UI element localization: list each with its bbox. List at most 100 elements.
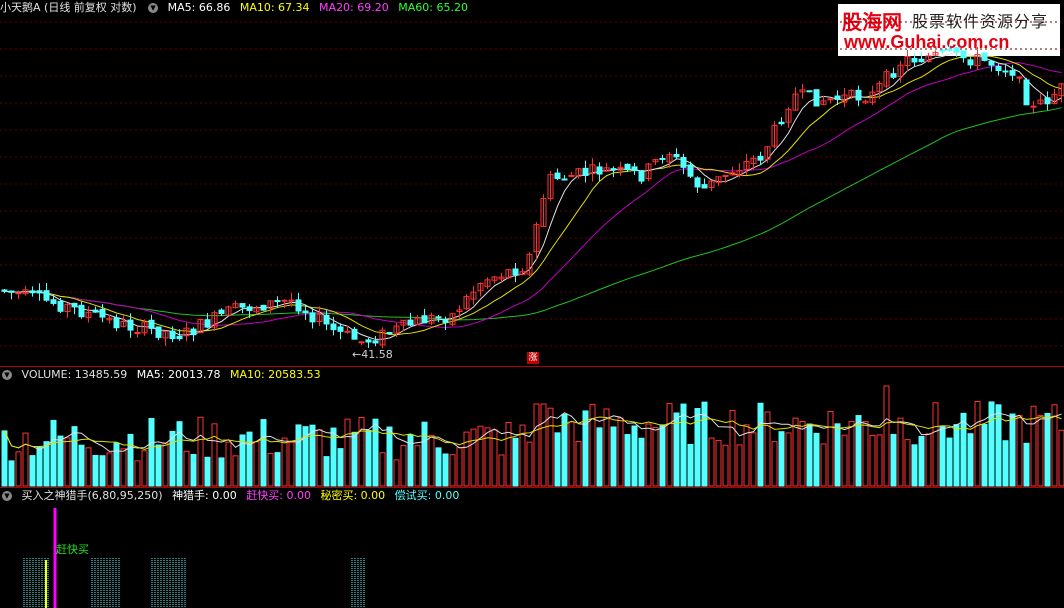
volume-bar <box>358 416 365 487</box>
candle-body <box>253 307 260 313</box>
volume-bar <box>988 401 995 487</box>
candle-body <box>442 319 449 323</box>
price-title[interactable]: 小天鹅A (日线 前复权 对数) <box>0 1 137 14</box>
volume-bar <box>281 437 288 487</box>
volume-bar <box>1030 405 1037 487</box>
volume-bar <box>995 404 1002 487</box>
candle-body <box>36 290 43 294</box>
candle-body <box>722 174 729 177</box>
volume-bar <box>659 424 666 487</box>
candle-body <box>141 321 148 334</box>
volume-bar <box>554 432 561 487</box>
indicator-panel-header: ▼ 买入之神猎手(6,80,95,250) 神猎手: 0.00 赶快买: 0.0… <box>0 488 465 504</box>
volume-bar <box>694 408 701 487</box>
panel-menu-icon[interactable]: ▼ <box>2 370 12 380</box>
volume-bar <box>50 419 57 487</box>
candle-body <box>64 303 71 313</box>
candle-body <box>533 224 540 253</box>
volume-bar <box>953 424 960 487</box>
volume-bar <box>771 441 778 487</box>
candle-body <box>281 299 288 302</box>
candle-body <box>407 319 414 326</box>
candle-body <box>540 198 547 228</box>
volume-bar <box>323 456 330 487</box>
volume-bar <box>120 448 127 487</box>
volume-bar <box>162 442 169 487</box>
volume-bar <box>148 417 155 487</box>
volume-bar <box>939 425 946 487</box>
volume-bar <box>946 437 953 487</box>
ma10-readout: MA10: 67.34 <box>239 1 310 14</box>
volume-bar <box>540 403 547 487</box>
volume-bar <box>799 420 806 487</box>
candle-body <box>708 180 715 188</box>
candle-body <box>22 289 29 295</box>
panel-menu-icon[interactable]: ▼ <box>148 3 159 13</box>
candle-body <box>981 52 988 61</box>
candle-body <box>379 329 386 346</box>
volume-bar <box>36 446 43 487</box>
volume-bar <box>729 409 736 487</box>
candle-body <box>883 71 890 87</box>
volume-bar <box>1058 429 1064 487</box>
volume-bar <box>610 426 617 487</box>
volume-bar <box>85 447 92 487</box>
candle-body <box>757 155 764 161</box>
candle-body <box>344 330 351 333</box>
candle-body <box>99 308 106 318</box>
candle-body <box>43 290 50 301</box>
candle-body <box>764 146 771 160</box>
volume-bar <box>344 418 351 487</box>
volume-bar <box>449 454 456 487</box>
volume-bar <box>435 447 442 487</box>
volume-bar <box>204 456 211 487</box>
candle-body <box>631 166 638 172</box>
volume-bar <box>218 457 225 487</box>
candle-body <box>288 299 295 302</box>
candle-body <box>603 167 610 172</box>
volume-bar <box>708 437 715 487</box>
candle-body <box>750 157 757 165</box>
candle-body <box>1058 83 1064 97</box>
candle-body <box>554 172 561 179</box>
ma60-readout: MA60: 65.20 <box>398 1 468 14</box>
volume-bar <box>484 427 491 487</box>
volume-bar <box>428 434 435 487</box>
panel-divider-volume-indicator[interactable] <box>0 487 1064 488</box>
candle-body <box>491 276 498 281</box>
candle-body <box>428 314 435 324</box>
candle-body <box>932 51 939 56</box>
volume-bar <box>71 426 78 487</box>
candle-body <box>176 335 183 340</box>
volume-ma10-line <box>4 415 1062 451</box>
candle-body <box>596 166 603 175</box>
candle-body <box>988 60 995 66</box>
low-price-annotation: ←41.58 <box>352 348 393 361</box>
volume-bar <box>680 403 687 487</box>
volume-bar <box>764 411 771 487</box>
volume-bar <box>687 443 694 487</box>
volume-bar <box>862 421 869 487</box>
volume-bar <box>673 412 680 487</box>
candle-body <box>414 317 421 326</box>
volume-bar <box>785 432 792 487</box>
volume-bar <box>911 444 918 487</box>
volume-bar <box>239 434 246 487</box>
volume-bar <box>99 455 106 487</box>
candle-body <box>29 290 36 294</box>
candle-body <box>1002 70 1009 73</box>
candle-body <box>918 58 925 63</box>
panel-divider-price-volume[interactable] <box>0 366 1064 367</box>
candle-body <box>526 253 533 275</box>
indicator-title[interactable]: 买入之神猎手(6,80,95,250) <box>21 489 163 502</box>
volume-bar <box>512 437 519 487</box>
volume-ma5-readout: MA5: 20013.78 <box>136 368 221 381</box>
watermark-url: www.Guhai.com.cn <box>844 32 1010 52</box>
candle-body <box>456 309 463 313</box>
panel-menu-icon[interactable]: ▼ <box>2 491 12 501</box>
candle-body <box>470 291 477 300</box>
volume-bar <box>806 423 813 487</box>
candle-body <box>1 289 8 292</box>
candle-body <box>71 302 78 308</box>
